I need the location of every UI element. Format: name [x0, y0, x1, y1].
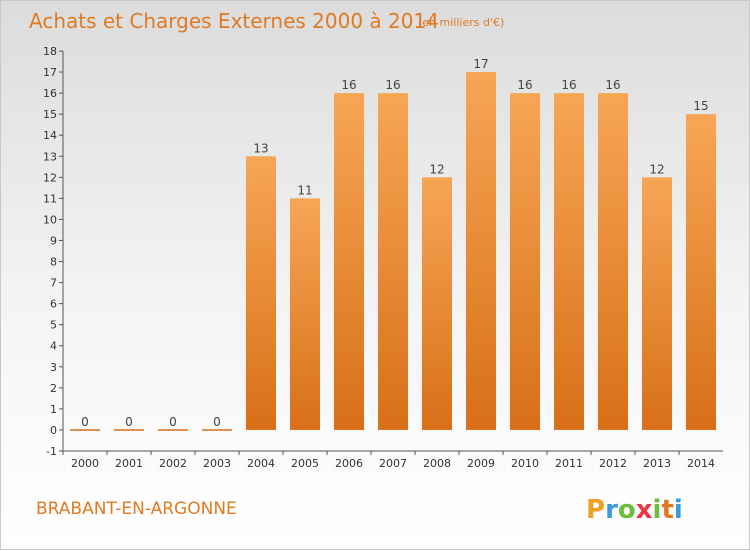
- data-label-2000: 0: [81, 415, 89, 429]
- y-tick-label: 15: [43, 108, 57, 121]
- x-tick-label-2005: 2005: [291, 457, 319, 470]
- data-label-2008: 12: [429, 162, 444, 176]
- bar-2004: [246, 156, 276, 430]
- proxiti-logo: Proxiti: [586, 495, 683, 525]
- bar-2011: [554, 93, 584, 430]
- y-tick-label: 16: [43, 87, 57, 100]
- data-label-2005: 11: [297, 183, 312, 197]
- x-tick-label-2004: 2004: [247, 457, 275, 470]
- x-tick-label-2002: 2002: [159, 457, 187, 470]
- y-tick-label: 12: [43, 171, 57, 184]
- brand-letter: r: [605, 495, 618, 525]
- bar-2006: [334, 93, 364, 430]
- data-label-2003: 0: [213, 415, 221, 429]
- bar-2010: [510, 93, 540, 430]
- x-tick-label-2007: 2007: [379, 457, 407, 470]
- data-label-2009: 17: [473, 57, 488, 71]
- x-tick-label-2009: 2009: [467, 457, 495, 470]
- x-tick-label-2008: 2008: [423, 457, 451, 470]
- y-tick-label: 5: [50, 319, 57, 332]
- y-tick-label: 1: [50, 403, 57, 416]
- y-tick-label: 18: [43, 45, 57, 58]
- data-label-2002: 0: [169, 415, 177, 429]
- data-label-2001: 0: [125, 415, 133, 429]
- x-tick-label-2006: 2006: [335, 457, 363, 470]
- bar-2014: [686, 114, 716, 430]
- x-tick-label-2003: 2003: [203, 457, 231, 470]
- data-label-2010: 16: [517, 78, 532, 92]
- data-label-2013: 12: [649, 162, 664, 176]
- y-tick-label: 17: [43, 66, 57, 79]
- brand-letter: x: [636, 495, 653, 525]
- x-tick-label-2000: 2000: [71, 457, 99, 470]
- data-label-2006: 16: [341, 78, 356, 92]
- chart-title: Achats et Charges Externes 2000 à 2014: [29, 9, 439, 33]
- y-tick-label: 3: [50, 361, 57, 374]
- brand-letter: i: [653, 495, 662, 525]
- bar-2007: [378, 93, 408, 430]
- x-tick-label-2001: 2001: [115, 457, 143, 470]
- x-tick-label-2014: 2014: [687, 457, 715, 470]
- y-tick-label: 0: [50, 424, 57, 437]
- data-label-2007: 16: [385, 78, 400, 92]
- x-ticks: 2000 2001 2002 2003 2004 2005 2006 2007 2008 2009…: [62, 451, 715, 470]
- y-tick-label: 4: [50, 340, 57, 353]
- y-tick-label: 11: [43, 192, 57, 205]
- brand-letter: P: [586, 495, 605, 525]
- data-label-2012: 16: [605, 78, 620, 92]
- y-tick-label: 6: [50, 298, 57, 311]
- commune-name: BRABANT-EN-ARGONNE: [36, 499, 237, 519]
- y-tick-label: 14: [43, 129, 57, 142]
- x-tick-label-2011: 2011: [555, 457, 583, 470]
- y-tick-label: 9: [50, 234, 57, 247]
- brand-letter: o: [618, 495, 636, 525]
- y-tick-label: 7: [50, 277, 57, 290]
- brand-letter: t: [661, 495, 673, 525]
- bar-2013: [642, 177, 672, 430]
- y-tick-label: -1: [46, 445, 57, 458]
- x-tick-label-2012: 2012: [599, 457, 627, 470]
- x-tick-label-2010: 2010: [511, 457, 539, 470]
- y-tick-label: 8: [50, 256, 57, 269]
- bar-2012: [598, 93, 628, 430]
- bar-2008: [422, 177, 452, 430]
- bar-2005: [290, 198, 320, 430]
- x-tick-label-2013: 2013: [643, 457, 671, 470]
- y-tick-label: 13: [43, 150, 57, 163]
- bars: 0 0 0 0 13 11 16 16 12 17 16 16 16 12 15: [70, 57, 716, 431]
- data-label-2004: 13: [253, 141, 268, 155]
- chart-subtitle: (en milliers d'€): [418, 16, 504, 29]
- brand-letter: i: [674, 495, 683, 525]
- bar-2009: [466, 72, 496, 430]
- data-label-2014: 15: [693, 99, 708, 113]
- data-label-2011: 16: [561, 78, 576, 92]
- y-tick-label: 10: [43, 213, 57, 226]
- y-tick-label: 2: [50, 382, 57, 395]
